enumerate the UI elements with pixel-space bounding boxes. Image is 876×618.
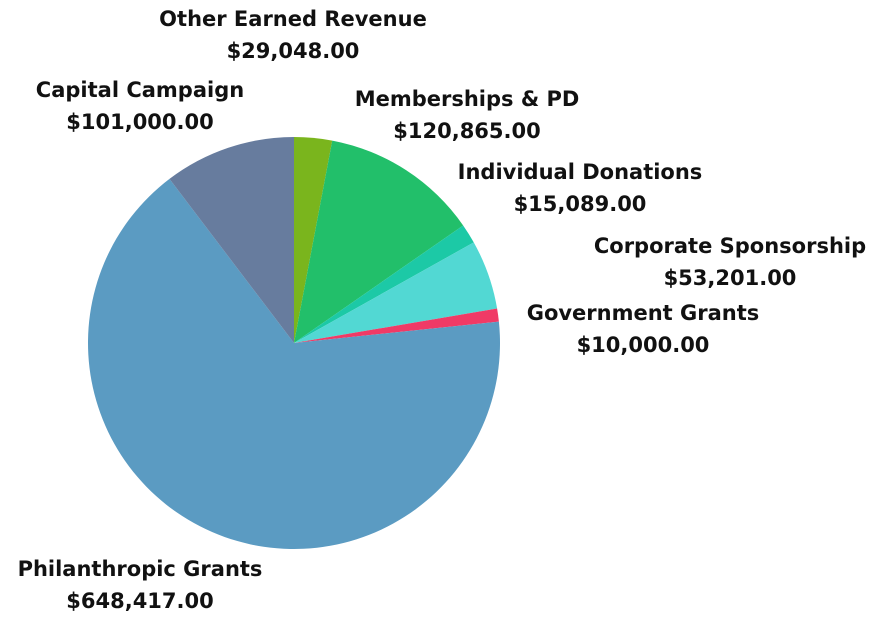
slice-label: Capital Campaign xyxy=(36,78,244,102)
pie-slice xyxy=(169,137,294,343)
pie-slice xyxy=(294,308,499,343)
pie-slice xyxy=(87,178,500,549)
slice-value-label: $29,048.00 xyxy=(227,39,360,63)
slice-label: Individual Donations xyxy=(458,160,703,184)
slice-value-label: $10,000.00 xyxy=(577,333,710,357)
slice-label: Philanthropic Grants xyxy=(18,557,263,581)
slice-label: Memberships & PD xyxy=(355,87,580,111)
pie-slice xyxy=(294,225,474,343)
slice-value-label: $120,865.00 xyxy=(393,119,540,143)
slice-label: Other Earned Revenue xyxy=(159,7,427,31)
pie-slice xyxy=(294,137,333,343)
slice-value-label: $15,089.00 xyxy=(514,192,647,216)
pie-slice xyxy=(294,242,498,343)
pie-slice xyxy=(294,140,464,343)
slice-label: Government Grants xyxy=(527,301,760,325)
slice-label: Corporate Sponsorship xyxy=(594,234,866,258)
slice-value-label: $53,201.00 xyxy=(664,266,797,290)
slice-value-label: $101,000.00 xyxy=(66,110,213,134)
slice-value-label: $648,417.00 xyxy=(66,589,213,613)
